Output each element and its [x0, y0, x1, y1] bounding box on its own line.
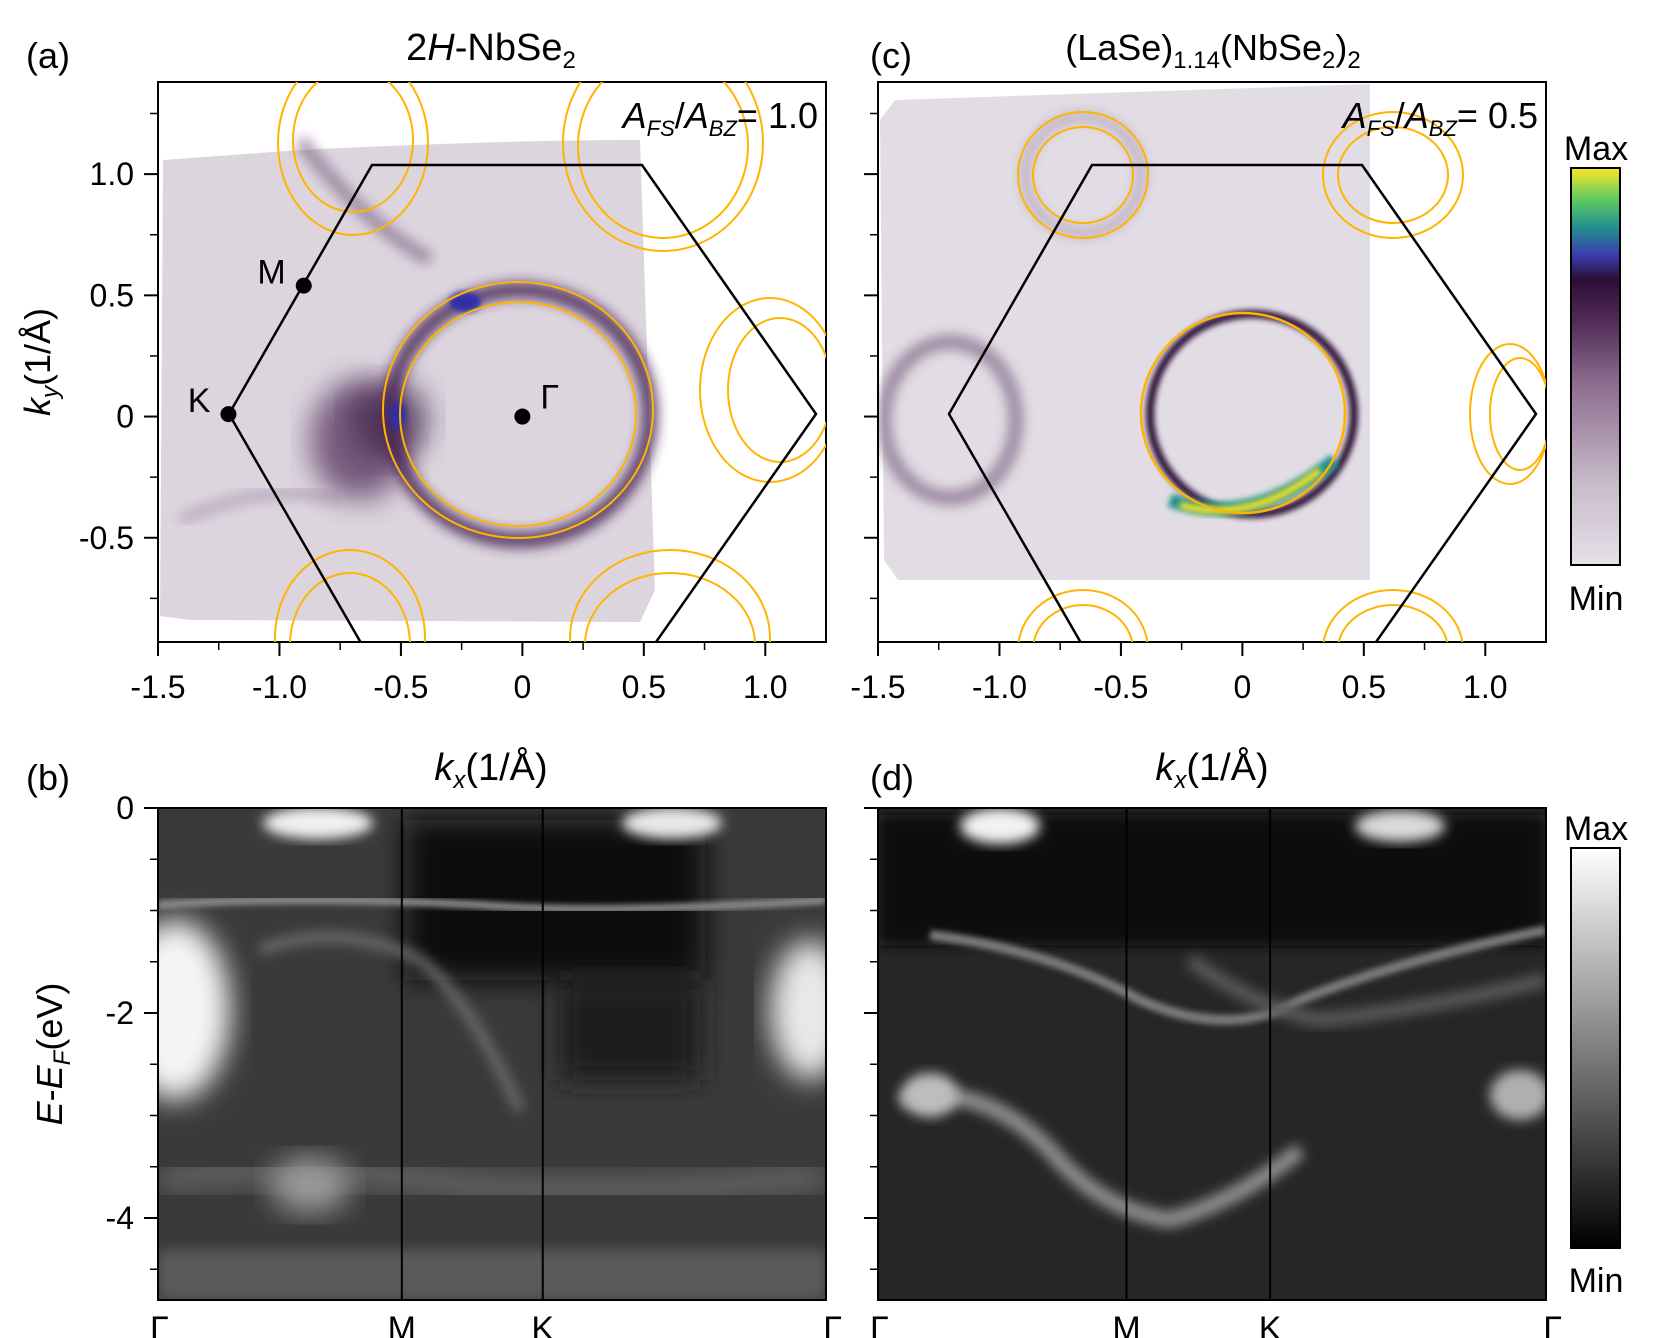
panel-c-y-ticks	[864, 112, 878, 600]
panel-a-label: (a)	[26, 35, 70, 76]
panel-c-bz-hexagon	[947, 163, 1538, 642]
panel-a-title: 2H-NbSe2	[406, 27, 576, 74]
panel-c-x-axis-label: kx(1/Å)	[1155, 745, 1268, 794]
panel-b: Γ M K Γ 0 -2 -4 (b) E-EF(eV)	[26, 757, 842, 1338]
x-tick-label: -0.5	[373, 669, 428, 705]
panel-a-x-axis-label: kx(1/Å)	[434, 745, 547, 794]
path-label: Γ	[870, 1310, 889, 1338]
point-k-marker	[220, 406, 237, 423]
panel-d-label: (d)	[870, 757, 914, 798]
x-tick-label: 0	[513, 669, 531, 705]
panel-a: -1.5 -1.0 -0.5 0 0.5 1.0 1.00.50-0.5 MK Γ (a) …	[17, 27, 827, 794]
panel-c-x-ticks: -1.5 -1.0 -0.5 0 0.5 1.0	[850, 642, 1508, 705]
point-m-label: M	[257, 254, 285, 292]
panel-c-frame	[877, 81, 1547, 643]
path-label: K	[531, 1310, 554, 1338]
panel-d-colorbar-min: Min	[1569, 1262, 1624, 1300]
panel-c-label: (c)	[870, 35, 912, 76]
point-gamma-label: Γ	[540, 379, 559, 417]
x-tick-label: -1.5	[130, 669, 185, 705]
panel-c-intensity	[878, 84, 1370, 580]
y-tick-label: 1.0	[90, 156, 134, 192]
path-label: Γ	[150, 1310, 169, 1338]
x-tick-label: -1.5	[850, 669, 905, 705]
panel-b-y-ticks: 0 -2 -4	[106, 790, 158, 1270]
y-tick-label: 0	[116, 790, 134, 826]
y-tick-label: -0.5	[79, 520, 134, 556]
path-label: M	[388, 1310, 416, 1338]
x-tick-label: -1.0	[972, 669, 1027, 705]
panel-d-y-ticks	[864, 807, 878, 1270]
panel-d-colorbar	[1570, 847, 1621, 1249]
panel-b-frame	[157, 807, 827, 1301]
x-tick-label: -1.0	[252, 669, 307, 705]
panel-a-intensity	[160, 135, 658, 622]
point-m-marker	[295, 277, 312, 294]
point-gamma-marker	[514, 408, 531, 425]
y-tick-label: -4	[106, 1200, 134, 1236]
panel-a-y-axis-label: ky(1/Å)	[17, 308, 64, 416]
panel-d-frame	[877, 807, 1547, 1301]
panel-d-intensity	[878, 808, 1546, 1300]
panel-b-label: (b)	[26, 757, 70, 798]
y-tick-label: -2	[106, 995, 134, 1031]
path-label: K	[1259, 1310, 1282, 1338]
panel-d: Γ M K Γ (d) Max Min	[864, 757, 1628, 1338]
point-k-label: K	[188, 382, 211, 420]
y-tick-label: 0.5	[90, 277, 134, 313]
panel-a-points: M K Γ	[188, 254, 559, 425]
panel-c-colorbar	[1570, 167, 1621, 566]
x-tick-label: 0	[1233, 669, 1251, 705]
panel-a-x-ticks: -1.5 -1.0 -0.5 0 0.5 1.0	[130, 642, 788, 705]
x-tick-label: -0.5	[1093, 669, 1148, 705]
panel-c-area-ratio: AFS/ABZ= 0.5	[1341, 95, 1538, 141]
panel-b-y-axis-label: E-EF(eV)	[29, 983, 76, 1126]
panel-c-colorbar-min: Min	[1569, 580, 1624, 618]
y-tick-label: 0	[116, 399, 134, 435]
x-tick-label: 1.0	[743, 669, 787, 705]
panel-a-y-ticks: 1.0 0.5 0 -0.5	[79, 112, 158, 600]
panel-c-contours	[947, 111, 1546, 642]
panel-a-frame	[157, 81, 827, 643]
panel-b-intensity	[158, 808, 826, 1300]
panel-c-title: (LaSe)1.14(NbSe2)2	[1065, 27, 1361, 74]
x-tick-label: 0.5	[622, 669, 666, 705]
panel-d-colorbar-max: Max	[1564, 810, 1628, 848]
panel-a-area-ratio: AFS/ABZ= 1.0	[621, 95, 818, 141]
path-label: M	[1112, 1310, 1140, 1338]
panel-c-colorbar-max: Max	[1564, 130, 1628, 168]
path-label: Γ	[1543, 1310, 1562, 1338]
x-tick-label: 0.5	[1342, 669, 1386, 705]
path-label: Γ	[823, 1310, 842, 1338]
panel-c: -1.5 -1.0 -0.5 0 0.5 1.0 (c) (LaSe)1.14(NbSe2…	[850, 27, 1628, 794]
x-tick-label: 1.0	[1463, 669, 1507, 705]
